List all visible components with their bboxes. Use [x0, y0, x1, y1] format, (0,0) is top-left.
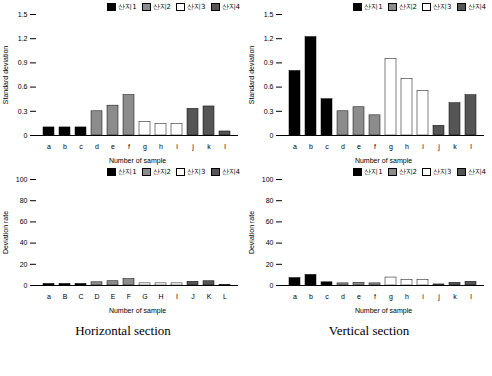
svg-text:D: D: [94, 293, 99, 300]
svg-text:e: e: [111, 143, 115, 150]
svg-text:g: g: [389, 143, 393, 151]
svg-text:k: k: [453, 143, 457, 150]
svg-text:0.3: 0.3: [18, 108, 28, 115]
html-text:Horizontal section: Horizontal section: [75, 323, 171, 338]
svg-text:a: a: [293, 143, 297, 150]
svg-text:0: 0: [24, 132, 28, 139]
svg-text:0.3: 0.3: [264, 108, 274, 115]
svg-text:l: l: [470, 293, 472, 300]
svg-text:80: 80: [20, 197, 28, 204]
svg-text:0.6: 0.6: [264, 83, 274, 90]
svg-text:j: j: [437, 293, 440, 301]
html-text:산지1: 산지1: [364, 3, 383, 11]
svg-text:h: h: [159, 143, 163, 150]
svg-text:l: l: [224, 143, 226, 150]
svg-text:Number of sample: Number of sample: [109, 307, 166, 315]
svg-text:e: e: [357, 143, 361, 150]
svg-text:g: g: [143, 143, 147, 151]
svg-text:a: a: [293, 293, 297, 300]
svg-text:e: e: [357, 293, 361, 300]
html-text:산지3: 산지3: [433, 3, 452, 11]
html-text:산지4: 산지4: [221, 168, 240, 176]
svg-text:0: 0: [270, 282, 274, 289]
html-text:산지2: 산지2: [152, 168, 172, 176]
html-text:산지2: 산지2: [152, 3, 172, 11]
html-text:산지2: 산지2: [398, 168, 418, 176]
svg-text:i: i: [176, 143, 178, 150]
html-text:산지3: 산지3: [187, 3, 206, 11]
svg-text:100: 100: [262, 176, 274, 183]
svg-text:Number of sample: Number of sample: [355, 157, 412, 165]
svg-text:20: 20: [266, 261, 274, 268]
svg-text:J: J: [191, 293, 195, 300]
svg-text:40: 40: [266, 239, 274, 246]
svg-text:20: 20: [20, 261, 28, 268]
svg-text:d: d: [95, 143, 99, 150]
svg-text:f: f: [128, 143, 130, 150]
svg-text:b: b: [309, 143, 313, 150]
svg-text:j: j: [437, 143, 440, 151]
svg-text:f: f: [374, 293, 376, 300]
svg-text:0.9: 0.9: [264, 59, 274, 66]
svg-text:0.6: 0.6: [18, 83, 28, 90]
svg-text:0: 0: [270, 132, 274, 139]
svg-text:C: C: [78, 293, 83, 300]
svg-text:H: H: [158, 293, 163, 300]
svg-text:K: K: [207, 293, 212, 300]
html-text:Vertical section: Vertical section: [328, 323, 410, 338]
svg-text:E: E: [111, 293, 116, 300]
svg-text:1.2: 1.2: [18, 35, 28, 42]
svg-text:b: b: [309, 293, 313, 300]
svg-text:f: f: [374, 143, 376, 150]
svg-text:1.5: 1.5: [264, 11, 274, 18]
svg-text:60: 60: [20, 218, 28, 225]
svg-text:b: b: [63, 143, 67, 150]
svg-text:G: G: [142, 293, 147, 300]
svg-text:0: 0: [24, 282, 28, 289]
svg-text:h: h: [405, 143, 409, 150]
svg-text:Standard deviation: Standard deviation: [248, 46, 255, 104]
svg-text:Number of sample: Number of sample: [109, 157, 166, 165]
html-text:산지4: 산지4: [221, 3, 240, 11]
html-text:산지4: 산지4: [467, 3, 486, 11]
svg-text:c: c: [325, 293, 329, 300]
svg-text:k: k: [207, 143, 211, 150]
html-text:산지3: 산지3: [187, 168, 206, 176]
svg-text:Deviation rate: Deviation rate: [2, 211, 9, 254]
svg-text:c: c: [325, 143, 329, 150]
html-text:산지1: 산지1: [364, 168, 383, 176]
svg-text:60: 60: [266, 218, 274, 225]
svg-text:a: a: [47, 143, 51, 150]
svg-text:d: d: [341, 293, 345, 300]
svg-text:d: d: [341, 143, 345, 150]
html-text:산지2: 산지2: [398, 3, 418, 11]
svg-text:80: 80: [266, 197, 274, 204]
svg-text:0.9: 0.9: [18, 59, 28, 66]
svg-text:h: h: [405, 293, 409, 300]
html-text:산지4: 산지4: [467, 168, 486, 176]
svg-text:i: i: [422, 293, 424, 300]
svg-text:B: B: [63, 293, 68, 300]
svg-text:Standard deviation: Standard deviation: [2, 46, 9, 104]
html-text:산지1: 산지1: [118, 168, 137, 176]
svg-text:j: j: [191, 143, 194, 151]
svg-text:40: 40: [20, 239, 28, 246]
svg-text:I: I: [176, 293, 178, 300]
svg-text:c: c: [79, 143, 83, 150]
svg-text:a: a: [47, 293, 51, 300]
html-text:산지1: 산지1: [118, 3, 137, 11]
svg-text:Deviation rate: Deviation rate: [248, 211, 255, 254]
svg-text:i: i: [422, 143, 424, 150]
svg-text:l: l: [470, 143, 472, 150]
svg-text:1.2: 1.2: [264, 35, 274, 42]
svg-text:1.5: 1.5: [18, 11, 28, 18]
svg-text:g: g: [389, 293, 393, 301]
svg-text:F: F: [127, 293, 131, 300]
svg-text:100: 100: [16, 176, 28, 183]
svg-text:Number of sample: Number of sample: [355, 307, 412, 315]
html-text:산지3: 산지3: [433, 168, 452, 176]
svg-text:k: k: [453, 293, 457, 300]
svg-text:L: L: [223, 293, 227, 300]
